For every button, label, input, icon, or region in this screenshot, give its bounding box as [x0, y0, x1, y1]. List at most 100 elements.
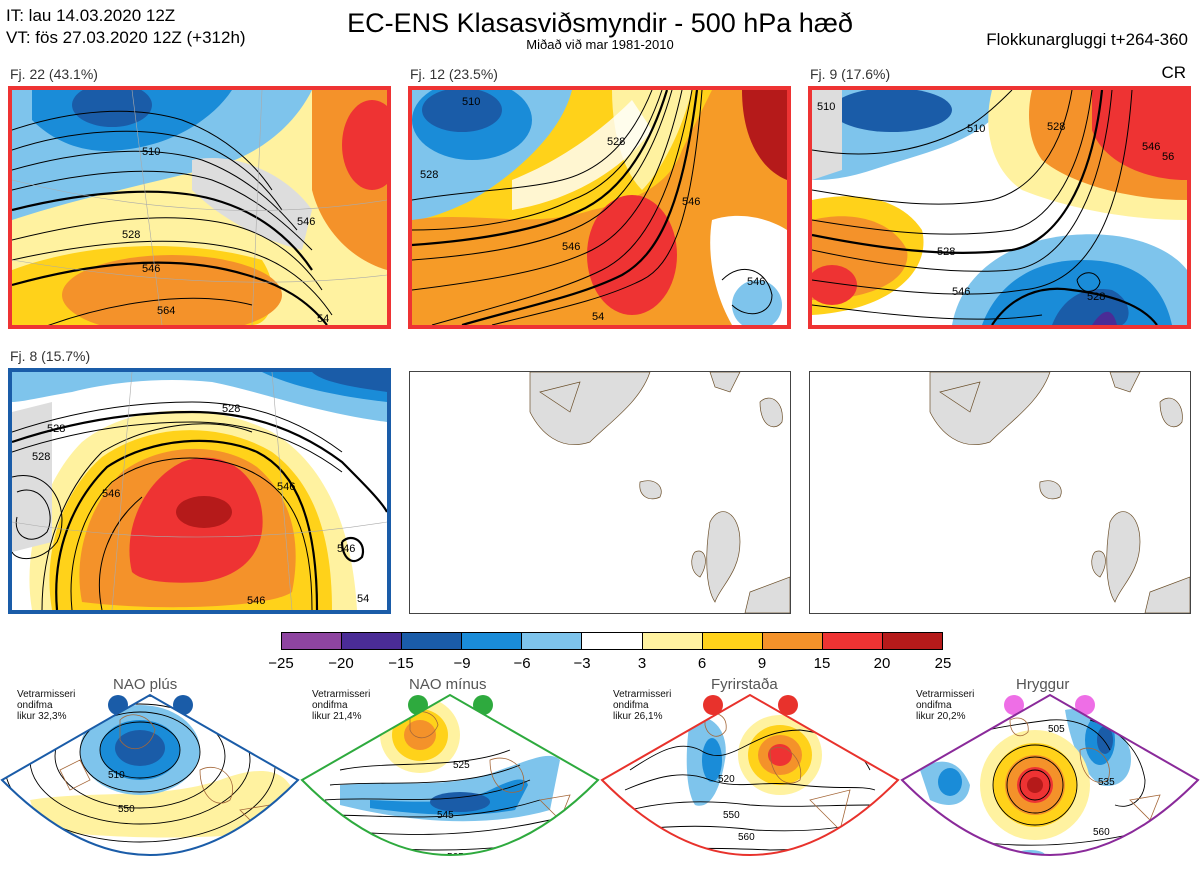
contour-label: 528	[607, 136, 625, 148]
contour-label: 528	[32, 451, 50, 463]
contour-label: 528	[47, 423, 65, 435]
contour-label: 546	[247, 595, 265, 607]
contour-label: 505	[1048, 724, 1065, 735]
regime-title-2: NAO mínus	[409, 676, 487, 693]
contour-label: 54	[592, 311, 604, 323]
empty-map-6[interactable]	[809, 371, 1191, 614]
colorbar-swatch	[342, 633, 403, 649]
colorbar-tick: 20	[873, 655, 891, 672]
page-subtitle: Miðað við mar 1981-2010	[526, 37, 674, 52]
contour-label: 528	[222, 403, 240, 415]
regime-title-1: NAO plús	[113, 676, 178, 693]
regime-info-line: ondifma	[17, 700, 53, 711]
colorbar-swatch	[582, 633, 643, 649]
contour-label: 545	[437, 810, 454, 821]
contour-label: 535	[1098, 777, 1115, 788]
colorbar-tick: 15	[813, 655, 831, 672]
regime-info-line: ondifma	[916, 700, 952, 711]
colorbar-tick: −9	[453, 655, 471, 672]
regime-info-line: Vetrarmisseri	[613, 689, 672, 700]
contour-label: 528	[420, 169, 438, 181]
regime-info-line: likur 32,3%	[17, 711, 67, 722]
contour-label: 54	[317, 313, 329, 325]
colorbar-tick: 25	[934, 655, 952, 672]
contour-label: 546	[102, 488, 120, 500]
cluster-map-3[interactable]: 510 510 528 528 546 528 546 56	[808, 86, 1191, 329]
empty-map-5[interactable]	[409, 371, 791, 614]
panel-label-3: Fj. 9 (17.6%)	[810, 66, 891, 82]
contour-label: 550	[723, 810, 740, 821]
regime-title-3: Fyrirstaða	[711, 676, 778, 693]
colorbar-tick: −6	[513, 655, 531, 672]
contour-label: 520	[718, 774, 735, 785]
contour-label: 510	[462, 96, 480, 108]
regime-title-4: Hryggur	[1016, 676, 1070, 693]
regime-info-line: Vetrarmisseri	[312, 689, 371, 700]
contour-label: 546	[142, 263, 160, 275]
colorbar-swatch	[642, 633, 703, 649]
contour-label: 550	[118, 804, 135, 815]
contour-label: 546	[1142, 141, 1160, 153]
cluster-map-2[interactable]: 510 528 528 546 546 546 54	[408, 86, 791, 329]
colorbar-tick: −25	[268, 655, 294, 672]
regime-info-2: Vetrarmisseri ondifma likur 21,4%	[312, 689, 370, 722]
contour-label: 54	[357, 593, 369, 605]
contour-label: 528	[1047, 121, 1065, 133]
contour-label: 528	[937, 246, 955, 258]
contour-label: 546	[277, 481, 295, 493]
colorbar-tick: 6	[697, 655, 707, 672]
contour-label: 528	[122, 229, 140, 241]
colorbar-swatch	[762, 633, 823, 649]
regime-info-line: likur 20,2%	[916, 711, 966, 722]
colorbar-swatch	[462, 633, 523, 649]
regime-marker	[778, 695, 798, 715]
contour-label: 510	[142, 146, 160, 158]
contour-label: 510	[817, 101, 835, 113]
colorbar-swatch	[282, 633, 343, 649]
contour-label: 546	[562, 241, 580, 253]
contour-label: 560	[738, 832, 755, 843]
colorbar-tick: −3	[573, 655, 591, 672]
contour-label: 510	[108, 770, 125, 781]
regime-marker	[703, 695, 723, 715]
cluster-map-1[interactable]: 510 528 546 546 564 54	[8, 86, 391, 329]
regime-info-line: ondifma	[312, 700, 348, 711]
regime-marker	[1004, 695, 1024, 715]
regime-info-line: ondifma	[613, 700, 649, 711]
colorbar-tick: −20	[328, 655, 354, 672]
colorbar	[281, 632, 943, 650]
contour-label: 560	[1093, 827, 1110, 838]
regime-info-line: Vetrarmisseri	[17, 689, 76, 700]
regime-info-3: Vetrarmisseri ondifma likur 26,1%	[613, 689, 671, 722]
initial-time: IT: lau 14.03.2020 12Z	[6, 6, 176, 25]
regime-map-4[interactable]: 505 535 560	[900, 690, 1200, 870]
classification-window: Flokkunargluggi t+264-360	[986, 30, 1188, 49]
contour-label: 546	[337, 543, 355, 555]
colorbar-swatch	[882, 633, 943, 649]
contour-label: 546	[747, 276, 765, 288]
regime-map-2[interactable]: 525 545 565	[300, 690, 600, 870]
contour-label: 546	[682, 196, 700, 208]
regime-info-1: Vetrarmisseri ondifma likur 32,3%	[17, 689, 75, 722]
regime-map-1[interactable]: 510 550	[0, 690, 300, 870]
panel-label-2: Fj. 12 (23.5%)	[410, 66, 498, 82]
contour-label: 510	[967, 123, 985, 135]
regime-marker	[1075, 695, 1095, 715]
contour-label: 525	[453, 760, 470, 771]
page-title: EC-ENS Klasasviðsmyndir - 500 hPa hæð	[347, 8, 853, 38]
colorbar-swatch	[702, 633, 763, 649]
panel-label-4: Fj. 8 (15.7%)	[10, 348, 91, 364]
valid-time: VT: fös 27.03.2020 12Z (+312h)	[6, 28, 246, 47]
colorbar-tick: 9	[757, 655, 767, 672]
regime-map-3[interactable]: 520 550 560	[600, 690, 900, 870]
cluster-map-4[interactable]: 528 528 528 546 546 546 546 54	[8, 368, 391, 614]
regime-info-line: Vetrarmisseri	[916, 689, 975, 700]
contour-label: 564	[157, 305, 175, 317]
contour-label: 546	[297, 216, 315, 228]
header-times: IT: lau 14.03.2020 12Z VT: fös 27.03.202…	[6, 5, 246, 49]
panel-label-1: Fj. 22 (43.1%)	[10, 66, 98, 82]
contour-label: 565	[447, 852, 464, 863]
header-center: EC-ENS Klasasviðsmyndir - 500 hPa hæð Mi…	[0, 8, 1200, 52]
contour-label: 546	[952, 286, 970, 298]
contour-label: 528	[1087, 291, 1105, 303]
